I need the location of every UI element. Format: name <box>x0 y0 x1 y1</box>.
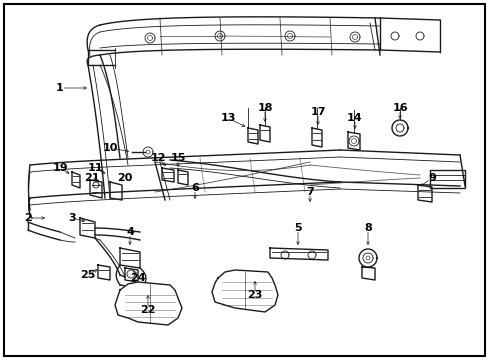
Text: 10: 10 <box>102 143 118 153</box>
Text: 12: 12 <box>150 153 165 163</box>
Text: 14: 14 <box>346 113 362 123</box>
Text: 13: 13 <box>220 113 235 123</box>
Text: 6: 6 <box>191 183 199 193</box>
Bar <box>429 170 464 188</box>
Text: 7: 7 <box>305 187 313 197</box>
Text: 11: 11 <box>87 163 102 173</box>
Text: 24: 24 <box>130 273 145 283</box>
Text: 9: 9 <box>427 173 435 183</box>
Text: 5: 5 <box>294 223 301 233</box>
Text: 4: 4 <box>126 227 134 237</box>
Polygon shape <box>115 282 182 325</box>
Text: 22: 22 <box>140 305 156 315</box>
Text: 16: 16 <box>391 103 407 113</box>
Text: 8: 8 <box>364 223 371 233</box>
Text: 20: 20 <box>117 173 132 183</box>
Text: 17: 17 <box>309 107 325 117</box>
Text: 23: 23 <box>247 290 262 300</box>
Text: 3: 3 <box>68 213 76 223</box>
Text: 1: 1 <box>56 83 64 93</box>
Text: 2: 2 <box>24 213 32 223</box>
Text: 25: 25 <box>80 270 96 280</box>
Text: 19: 19 <box>52 163 68 173</box>
Text: 18: 18 <box>257 103 272 113</box>
Polygon shape <box>212 270 278 312</box>
Text: 15: 15 <box>170 153 185 163</box>
Text: 21: 21 <box>84 173 100 183</box>
